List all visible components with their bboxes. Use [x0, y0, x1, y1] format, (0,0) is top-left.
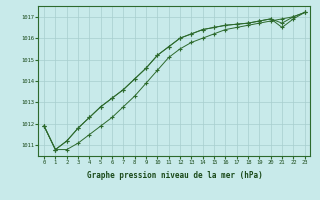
X-axis label: Graphe pression niveau de la mer (hPa): Graphe pression niveau de la mer (hPa) — [86, 171, 262, 180]
